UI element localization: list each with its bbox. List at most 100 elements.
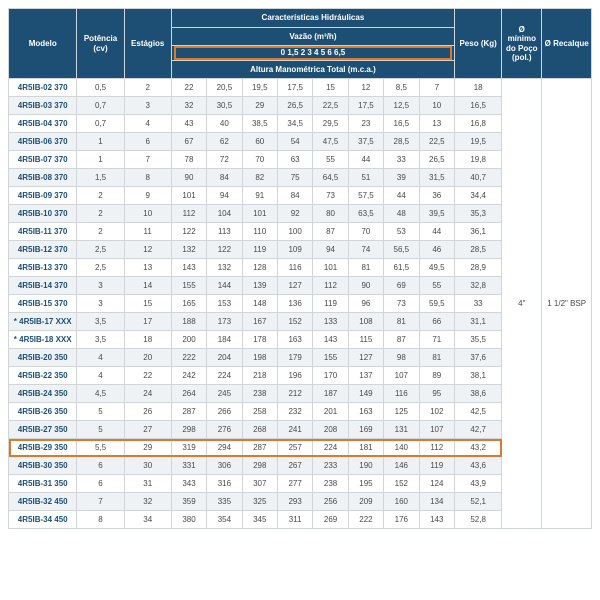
cell: 124 <box>419 475 455 493</box>
cell-model: 4R5IB-04 370 <box>9 115 77 133</box>
cell: 20 <box>124 349 171 367</box>
cell: 155 <box>171 277 206 295</box>
cell: 29,5 <box>313 115 348 133</box>
cell: 4 <box>124 115 171 133</box>
cell-model: 4R5IB-10 370 <box>9 205 77 223</box>
cell: 204 <box>207 349 242 367</box>
cell: 40 <box>207 115 242 133</box>
cell: 0,7 <box>77 115 124 133</box>
th-altura: Altura Manométrica Total (m.c.a.) <box>171 60 454 79</box>
cell: 60 <box>242 133 277 151</box>
cell: 52,8 <box>455 511 502 529</box>
cell: 133 <box>313 313 348 331</box>
cell: 4,5 <box>77 385 124 403</box>
cell: 55 <box>313 151 348 169</box>
cell: 30,5 <box>207 97 242 115</box>
cell: 173 <box>207 313 242 331</box>
cell-model: 4R5IB-32 450 <box>9 493 77 511</box>
cell: 208 <box>313 421 348 439</box>
cell: 34,4 <box>455 187 502 205</box>
cell: 26,5 <box>419 151 455 169</box>
cell: 7 <box>77 493 124 511</box>
cell: 22 <box>171 79 206 97</box>
cell: 181 <box>348 439 383 457</box>
cell: 17,5 <box>277 79 312 97</box>
th-modelo: Modelo <box>9 9 77 79</box>
cell-model: 4R5IB-08 370 <box>9 169 77 187</box>
cell: 22,5 <box>419 133 455 151</box>
cell: 222 <box>348 511 383 529</box>
cell: 188 <box>171 313 206 331</box>
cell: 218 <box>242 367 277 385</box>
cell: 33 <box>455 295 502 313</box>
cell: 54 <box>277 133 312 151</box>
cell: 238 <box>242 385 277 403</box>
cell: 81 <box>384 313 419 331</box>
cell: 109 <box>277 241 312 259</box>
cell: 139 <box>242 277 277 295</box>
cell: 61,5 <box>384 259 419 277</box>
cell: 10 <box>124 205 171 223</box>
cell: 37,6 <box>455 349 502 367</box>
cell: 9 <box>124 187 171 205</box>
th-caract: Características Hidráulicas <box>171 9 454 28</box>
cell: 200 <box>171 331 206 349</box>
cell: 119 <box>419 457 455 475</box>
cell: 132 <box>171 241 206 259</box>
cell: 122 <box>171 223 206 241</box>
cell: 143 <box>313 331 348 349</box>
cell: 87 <box>313 223 348 241</box>
cell: 28,5 <box>384 133 419 151</box>
cell: 12,5 <box>384 97 419 115</box>
th-flow-values: 0 1,5 2 3 4 5 6 6,5 <box>171 46 454 61</box>
cell: 43,2 <box>455 439 502 457</box>
cell: 8 <box>77 511 124 529</box>
cell: 190 <box>348 457 383 475</box>
cell: 134 <box>419 493 455 511</box>
cell: 113 <box>207 223 242 241</box>
cell-model: 4R5IB-26 350 <box>9 403 77 421</box>
cell: 13 <box>124 259 171 277</box>
cell: 4 <box>77 349 124 367</box>
cell: 22 <box>124 367 171 385</box>
cell: 2 <box>77 205 124 223</box>
cell: 70 <box>242 151 277 169</box>
cell: 44 <box>384 187 419 205</box>
cell: 6 <box>124 133 171 151</box>
cell: 233 <box>313 457 348 475</box>
cell: 39,5 <box>419 205 455 223</box>
cell: 2 <box>77 223 124 241</box>
cell: 108 <box>348 313 383 331</box>
cell: 102 <box>419 403 455 421</box>
cell: 55 <box>419 277 455 295</box>
cell: 144 <box>207 277 242 295</box>
cell: 16,5 <box>455 97 502 115</box>
cell: 163 <box>348 403 383 421</box>
cell: 36,1 <box>455 223 502 241</box>
cell-model: 4R5IB-09 370 <box>9 187 77 205</box>
cell: 69 <box>384 277 419 295</box>
cell-model: 4R5IB-12 370 <box>9 241 77 259</box>
cell-model: 4R5IB-13 370 <box>9 259 77 277</box>
cell-model: 4R5IB-11 370 <box>9 223 77 241</box>
cell: 42,5 <box>455 403 502 421</box>
cell: 176 <box>384 511 419 529</box>
cell: 100 <box>277 223 312 241</box>
cell-poco: 4" <box>502 79 542 529</box>
cell: 104 <box>207 205 242 223</box>
cell: 32 <box>124 493 171 511</box>
cell: 38,6 <box>455 385 502 403</box>
cell: 73 <box>313 187 348 205</box>
cell: 91 <box>242 187 277 205</box>
cell: 152 <box>384 475 419 493</box>
cell: 38,5 <box>242 115 277 133</box>
cell: 110 <box>242 223 277 241</box>
cell: 72 <box>207 151 242 169</box>
cell: 62 <box>207 133 242 151</box>
cell-model: 4R5IB-06 370 <box>9 133 77 151</box>
cell: 13 <box>419 115 455 133</box>
cell: 98 <box>384 349 419 367</box>
cell: 84 <box>207 169 242 187</box>
cell: 31 <box>124 475 171 493</box>
cell: 115 <box>348 331 383 349</box>
